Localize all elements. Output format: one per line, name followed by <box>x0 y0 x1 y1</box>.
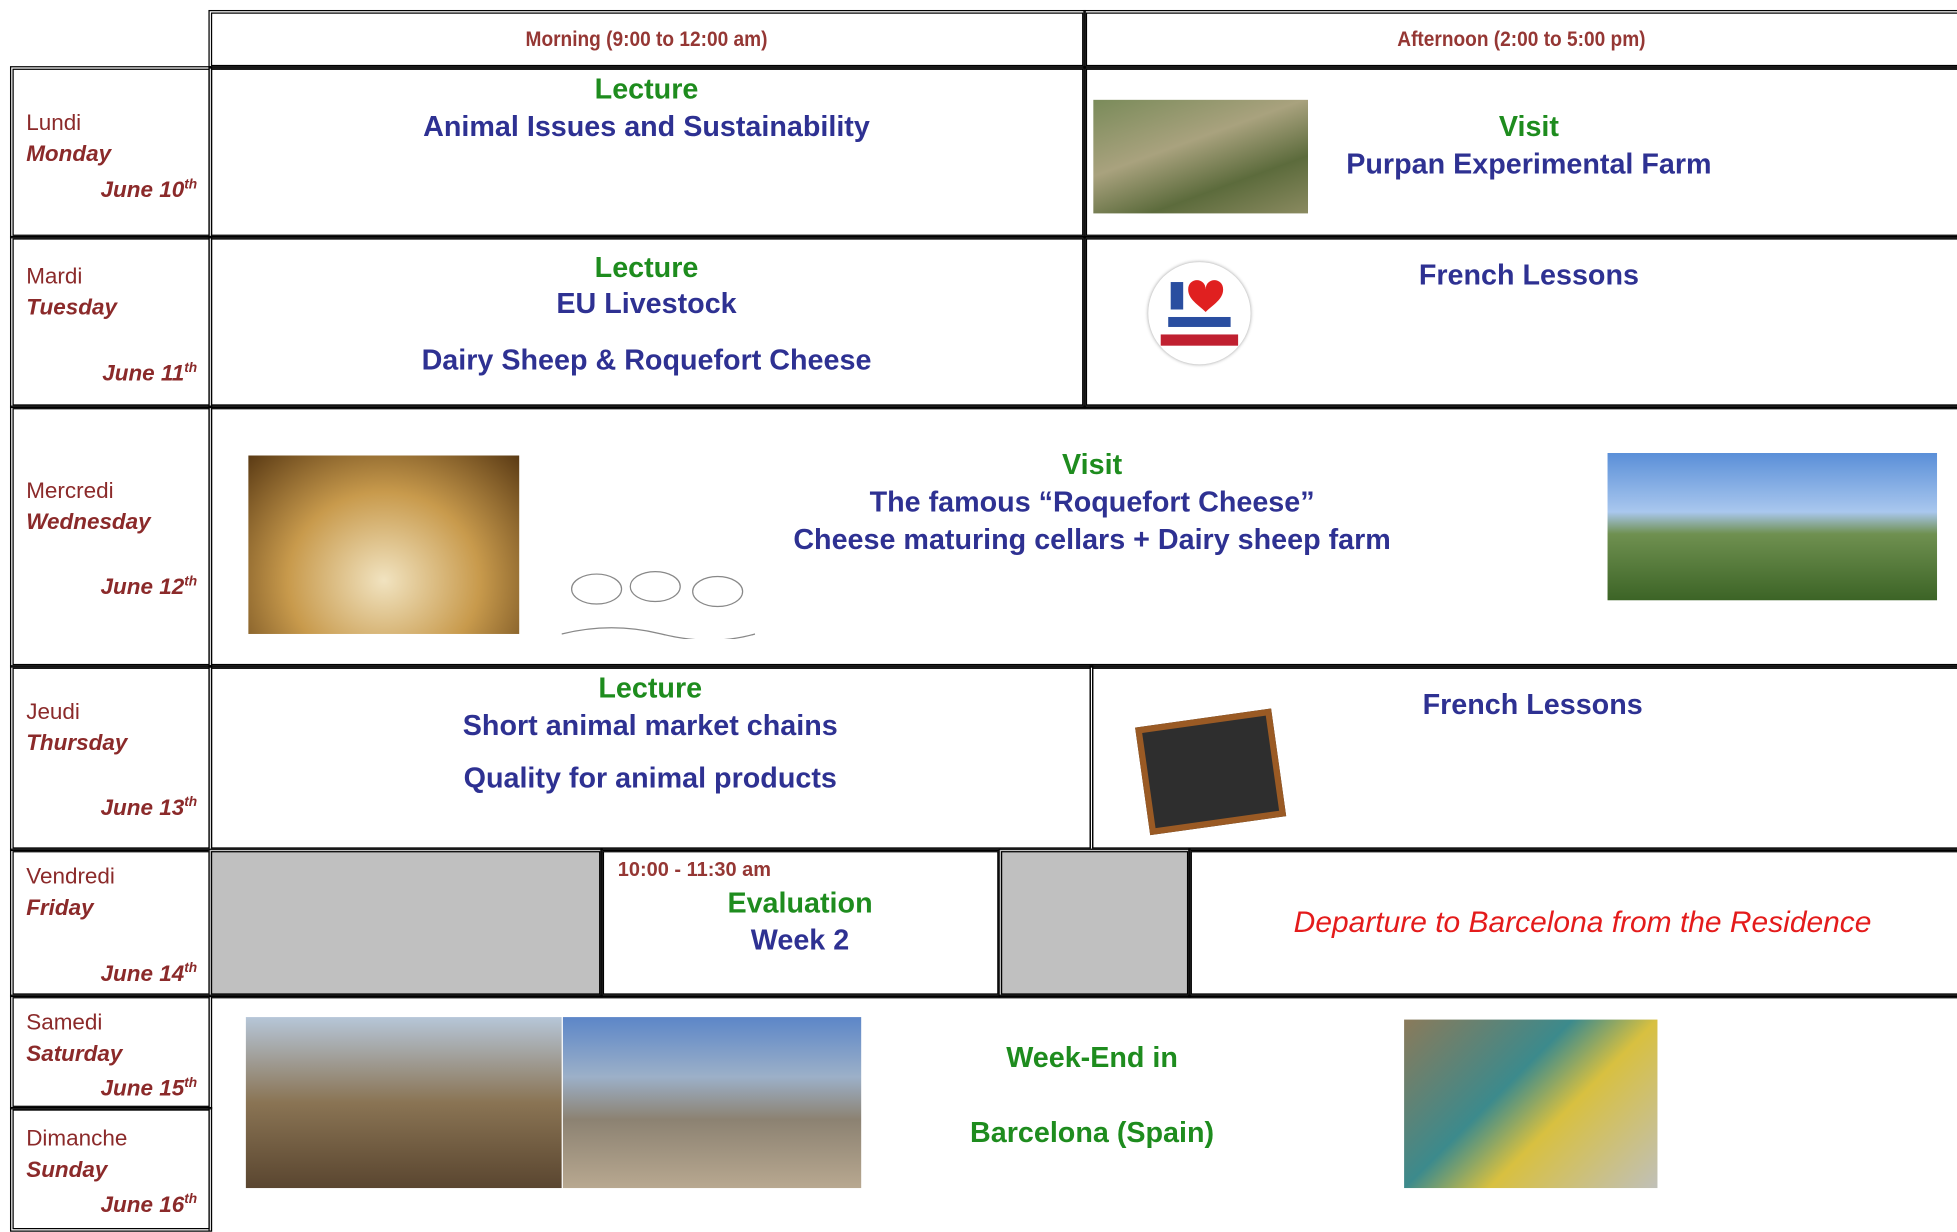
word <box>1160 334 1239 346</box>
date-suffix: th <box>184 1191 198 1207</box>
day-french: Dimanche <box>26 1125 128 1151</box>
day-french: Samedi <box>26 1009 103 1035</box>
farm-photo <box>1093 99 1308 214</box>
cellar-photo <box>248 455 520 634</box>
cell <box>208 994 1957 1232</box>
day-french: Jeudi <box>26 698 80 724</box>
day-french: Mardi <box>26 263 83 289</box>
gray-cell <box>998 848 1191 998</box>
lizard-photo <box>1404 1019 1658 1189</box>
day-french: Lundi <box>26 109 82 135</box>
date-text: June 14 <box>100 960 185 986</box>
day-date: June 15th <box>101 1065 198 1107</box>
heart <box>1188 280 1224 312</box>
activity-type: Visit <box>1498 109 1559 143</box>
day-english: Friday <box>26 894 94 920</box>
day-english: Tuesday <box>26 294 117 320</box>
french-logo <box>1148 262 1251 365</box>
day-english: Wednesday <box>26 509 151 535</box>
date-text: June 12 <box>100 574 185 600</box>
day-english: Monday <box>26 141 112 166</box>
activity-line: Week-End in <box>1006 1040 1178 1074</box>
barcelona-photo <box>562 1017 862 1189</box>
logo-art <box>1160 280 1239 346</box>
activity-line: Animal Issues and Sustainability <box>423 109 870 143</box>
activity-line: Dairy Sheep & Roquefort Cheese <box>421 343 872 376</box>
word <box>1168 316 1231 327</box>
sheep-drawing <box>561 564 756 641</box>
activity-line: Cheese maturing cellars + Dairy sheep fa… <box>793 522 1391 556</box>
activity-line: Evaluation <box>727 886 873 919</box>
activity-time: 10:00 - 11:30 am <box>617 859 772 882</box>
date-text: June 13 <box>100 794 185 820</box>
header-morning: Morning (9:00 to 12:00 am) <box>525 27 768 52</box>
date-suffix: th <box>184 1075 198 1091</box>
date-suffix: th <box>184 794 198 810</box>
day-french: Vendredi <box>26 863 115 889</box>
day-date: June 13th <box>101 784 198 826</box>
chalkboard <box>1135 708 1287 836</box>
date-text: June 16 <box>100 1191 185 1217</box>
date-text: June 10 <box>100 177 185 203</box>
day-date: June 11th <box>102 349 197 391</box>
activity-line: EU Livestock <box>556 287 737 320</box>
date-suffix: th <box>184 574 198 590</box>
activity-type: Lecture <box>594 250 699 284</box>
date-text: June 15 <box>100 1075 185 1101</box>
date-suffix: th <box>184 960 198 976</box>
activity-line: Barcelona (Spain) <box>970 1115 1215 1149</box>
sheep-art <box>561 570 756 641</box>
activity-type: Lecture <box>598 671 703 704</box>
header-afternoon: Afternoon (2:00 to 5:00 pm) <box>1397 27 1646 52</box>
activity-line: French Lessons <box>1418 258 1639 291</box>
gray-cell <box>208 848 603 998</box>
day-english: Saturday <box>26 1040 123 1066</box>
activity-type: Lecture <box>594 72 699 105</box>
day-date: June 12th <box>101 563 198 605</box>
date-suffix: th <box>184 360 198 376</box>
sagrada-photo <box>245 1017 562 1189</box>
departure-note: Departure to Barcelona from the Residenc… <box>1293 906 1872 940</box>
sheep <box>561 570 756 641</box>
letter <box>1170 282 1184 310</box>
activity-line: Short animal market chains <box>462 708 838 742</box>
day-english: Sunday <box>26 1156 108 1182</box>
activity-line: The famous “Roquefort Cheese” <box>869 485 1315 518</box>
day-date: June 10th <box>101 166 198 208</box>
date-suffix: th <box>184 177 198 193</box>
activity-line: French Lessons <box>1422 687 1643 721</box>
day-date: June 16th <box>101 1181 198 1223</box>
activity-line: Purpan Experimental Farm <box>1346 147 1712 180</box>
day-french: Mercredi <box>26 477 114 503</box>
activity-type: Visit <box>1062 448 1123 481</box>
day-date: June 14th <box>101 950 198 992</box>
activity-line: Quality for animal products <box>463 761 837 794</box>
day-english: Thursday <box>26 730 128 756</box>
activity-line: Week 2 <box>750 923 850 956</box>
date-text: June 11 <box>102 360 185 386</box>
bridge-photo <box>1607 453 1938 601</box>
